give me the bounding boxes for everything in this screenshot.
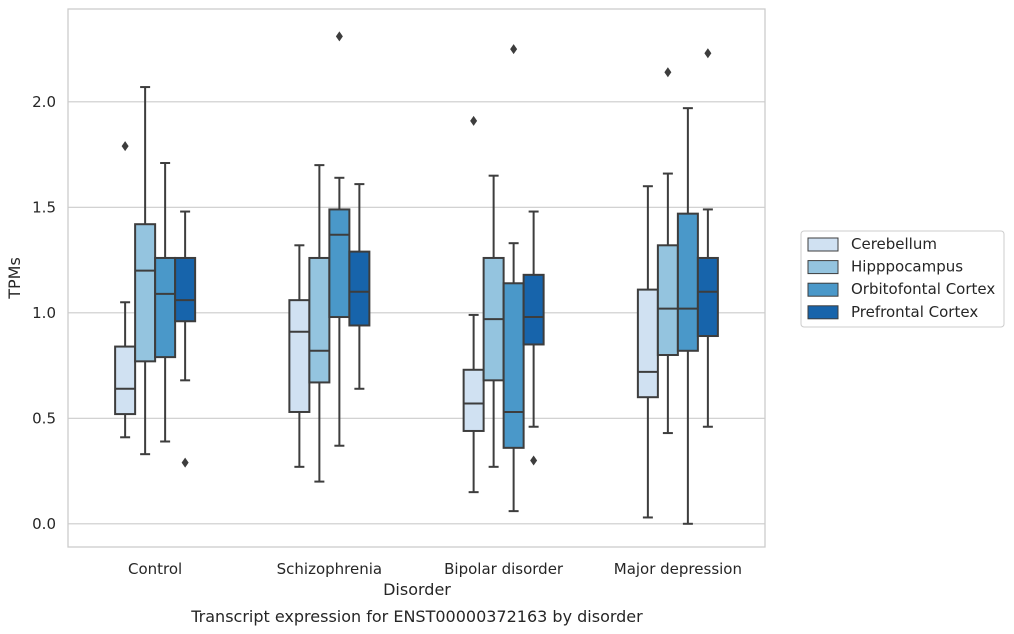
box-cerebellum: [288, 244, 311, 468]
boxplot-series: [114, 31, 719, 525]
box-prefrontal-cortex: [696, 48, 719, 428]
legend-box: [800, 230, 1005, 328]
box-iqr: [308, 256, 331, 384]
x-axis-ticks: Control Schizophrenia Bipolar disorder Majo…: [128, 560, 742, 578]
x-tick-label: Control: [128, 560, 182, 578]
legend-label: Hipppocampus: [851, 258, 963, 276]
box-iqr: [154, 256, 177, 359]
outlier-point: [510, 44, 518, 55]
chart-caption: Transcript expression for ENST0000037216…: [190, 607, 643, 626]
x-tick-label: Bipolar disorder: [444, 560, 564, 578]
box-prefrontal-cortex: [348, 183, 371, 390]
legend: Cerebellum Hipppocampus Orbitofontal Corte…: [800, 230, 1005, 328]
box-iqr: [522, 273, 545, 346]
box-cerebellum: [114, 141, 137, 439]
box-iqr: [676, 212, 699, 352]
y-axis-label: TPMs: [5, 257, 24, 300]
legend-swatch: [807, 260, 839, 275]
box-iqr: [174, 256, 197, 323]
outlier-point: [664, 67, 672, 78]
box-hipppocampus: [134, 86, 157, 456]
box-prefrontal-cortex: [522, 210, 545, 466]
y-tick-label: 1.0: [32, 304, 56, 322]
box-orbitofontal-cortex: [328, 31, 351, 447]
y-tick-label: 1.5: [32, 198, 56, 216]
box-iqr: [328, 208, 351, 319]
box-iqr: [288, 299, 311, 413]
box-iqr: [114, 345, 137, 416]
box-iqr: [656, 244, 679, 357]
box-iqr: [348, 250, 371, 327]
legend-label: Prefrontal Cortex: [851, 303, 978, 321]
box-prefrontal-cortex: [174, 210, 197, 468]
legend-entries: Cerebellum Hipppocampus Orbitofontal Corte…: [807, 235, 995, 321]
outlier-point: [704, 48, 712, 59]
legend-swatch: [807, 305, 839, 320]
box-hipppocampus: [308, 164, 331, 483]
y-tick-label: 0.5: [32, 409, 56, 427]
legend-label: Cerebellum: [851, 235, 937, 253]
outlier-point: [121, 141, 129, 152]
box-hipppocampus: [656, 67, 679, 435]
y-tick-label: 2.0: [32, 93, 56, 111]
box-iqr: [462, 368, 485, 432]
box-orbitofontal-cortex: [676, 107, 699, 525]
box-cerebellum: [462, 115, 485, 494]
x-axis-label: Disorder: [383, 580, 451, 599]
plot-frame: [67, 8, 766, 548]
box-iqr: [636, 288, 659, 399]
box-iqr: [696, 256, 719, 338]
outlier-point: [470, 115, 478, 126]
legend-swatch: [807, 282, 839, 297]
legend-label: Orbitofontal Cortex: [851, 280, 995, 298]
x-tick-label: Major depression: [614, 560, 742, 578]
y-axis-ticks: 0.0 0.5 1.0 1.5 2.0: [32, 93, 56, 533]
box-hipppocampus: [482, 174, 505, 468]
legend-swatch: [807, 237, 839, 252]
outlier-point: [530, 455, 538, 466]
outlier-point: [335, 31, 343, 42]
box-iqr: [134, 223, 157, 363]
y-tick-label: 0.0: [32, 515, 56, 533]
box-orbitofontal-cortex: [502, 44, 525, 513]
box-iqr: [502, 282, 525, 449]
x-tick-label: Schizophrenia: [277, 560, 382, 578]
box-cerebellum: [636, 185, 659, 519]
outlier-point: [181, 457, 189, 468]
box-orbitofontal-cortex: [154, 162, 177, 443]
